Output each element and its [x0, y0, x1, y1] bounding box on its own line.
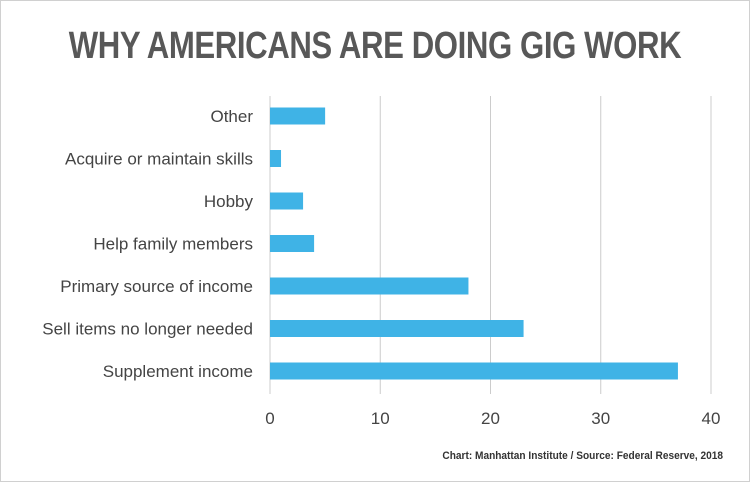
chart-source-credit: Chart: Manhattan Institute / Source: Fed… [442, 450, 723, 462]
category-label: Hobby [204, 192, 254, 211]
bar [270, 362, 678, 380]
bar [270, 150, 282, 167]
x-tick-label: 30 [591, 409, 610, 428]
category-label: Sell items no longer needed [42, 320, 253, 339]
bar [270, 192, 304, 210]
x-tick-label: 10 [371, 409, 390, 428]
x-tick-label: 20 [481, 409, 500, 428]
bar [270, 277, 469, 295]
chart-title: WHY AMERICANS ARE DOING GIG WORK [68, 25, 682, 67]
bar [270, 107, 326, 125]
category-label: Supplement income [103, 362, 253, 381]
bar [270, 235, 315, 252]
category-label: Other [210, 107, 253, 126]
category-label: Help family members [93, 235, 253, 254]
bar [270, 320, 524, 337]
category-label: Primary source of income [60, 277, 253, 296]
x-tick-label: 0 [265, 409, 274, 428]
category-label: Acquire or maintain skills [65, 150, 253, 169]
x-tick-label: 40 [702, 409, 721, 428]
